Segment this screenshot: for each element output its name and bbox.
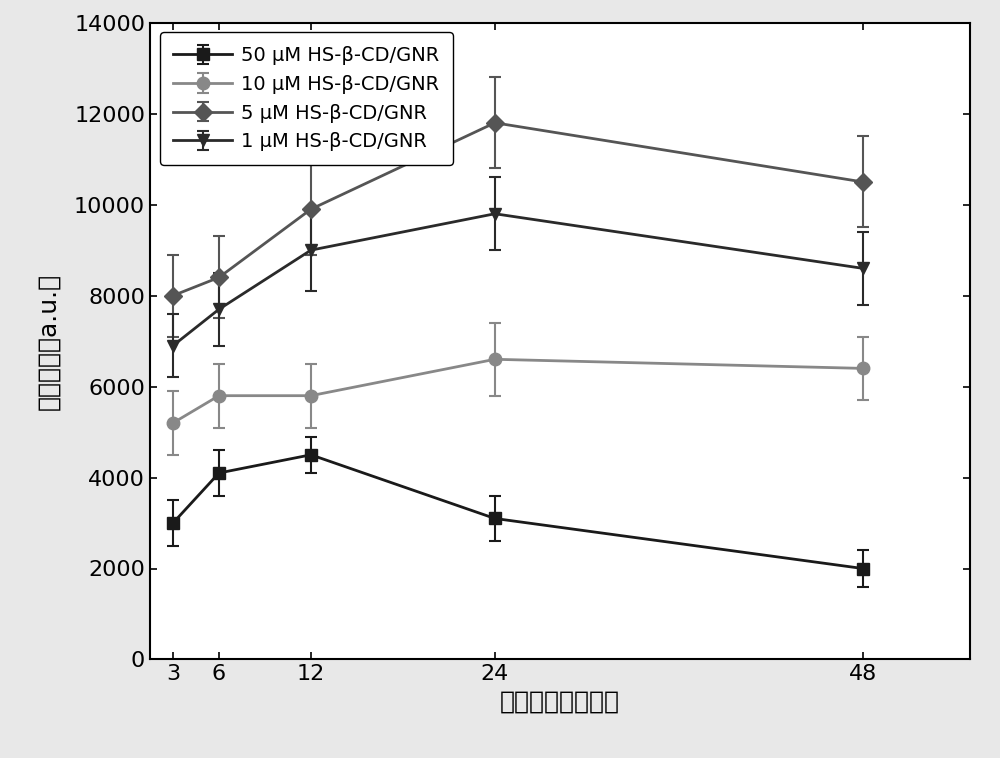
Y-axis label: 相对强度（a.u.）: 相对强度（a.u.）: [36, 273, 60, 409]
X-axis label: 混合时间（小时）: 混合时间（小时）: [500, 690, 620, 714]
Legend: 50 μM HS-β-CD/GNR, 10 μM HS-β-CD/GNR, 5 μM HS-β-CD/GNR, 1 μM HS-β-CD/GNR: 50 μM HS-β-CD/GNR, 10 μM HS-β-CD/GNR, 5 …: [160, 33, 453, 164]
